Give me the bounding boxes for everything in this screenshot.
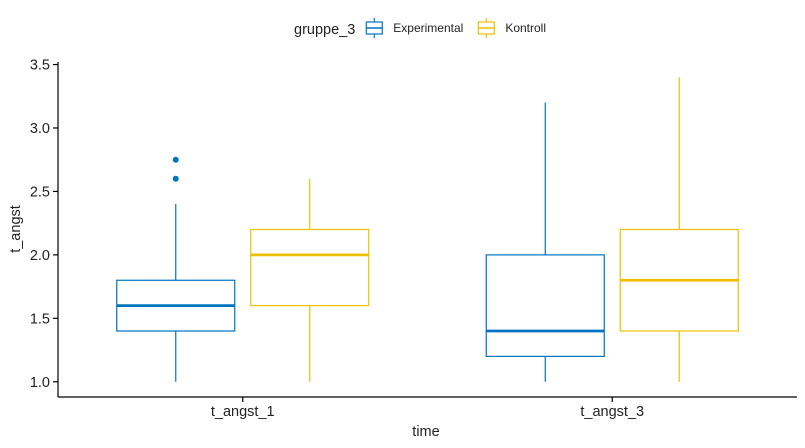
y-tick-label: 3.5	[30, 58, 50, 74]
box-experimental-t_angst_3	[485, 102, 605, 382]
legend-title: gruppe_3	[294, 22, 355, 38]
y-tick-label: 2.5	[30, 184, 50, 200]
box-body	[485, 254, 605, 357]
y-tick-label: 1.0	[30, 375, 50, 391]
y-ticks: 1.0 1.5 2.0 2.5 3.0 3.5	[30, 58, 58, 391]
legend: gruppe_3 Experimental Kontroll	[294, 18, 546, 38]
y-tick-label: 3.0	[30, 121, 50, 137]
y-axis-title: t_angst	[8, 205, 24, 253]
x-tick-label: t_angst_3	[580, 404, 644, 420]
y-tick-label: 2.0	[30, 248, 50, 264]
legend-item-experimental: Experimental	[365, 18, 463, 38]
outlier-point	[172, 175, 179, 182]
legend-label: Experimental	[393, 21, 463, 35]
box-experimental-t_angst_1	[116, 156, 236, 382]
y-tick-label: 1.5	[30, 311, 50, 327]
legend-item-kontroll: Kontroll	[477, 18, 546, 38]
box-series	[116, 77, 739, 382]
box-kontroll-t_angst_1	[250, 178, 370, 382]
outlier-point	[172, 156, 179, 163]
x-tick-label: t_angst_1	[211, 404, 275, 420]
legend-label: Kontroll	[505, 21, 546, 35]
box-kontroll-t_angst_3	[619, 77, 739, 382]
x-axis-title: time	[412, 424, 439, 440]
x-ticks: t_angst_1 t_angst_3	[211, 397, 644, 420]
box-body	[250, 228, 370, 307]
